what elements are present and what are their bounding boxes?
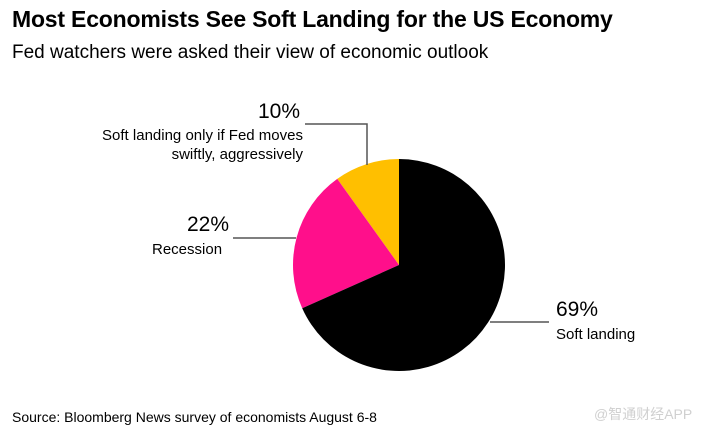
pie-slice-soft-landing — [302, 159, 505, 371]
data-label-swift-pct: 10% — [258, 100, 301, 123]
leader-line-swift — [305, 123, 368, 165]
source-note: Source: Bloomberg News survey of economi… — [12, 409, 377, 425]
data-label-soft-pct: 69% — [556, 298, 599, 321]
data-label-recession: Recession — [152, 241, 223, 258]
watermark: @智通财经APP — [594, 406, 693, 422]
chart-title: Most Economists See Soft Landing for the… — [12, 6, 613, 32]
pie-slice-recession — [292, 178, 399, 309]
data-label-swift: Soft landing only if Fed moves swiftly, … — [102, 126, 303, 164]
data-label-soft: Soft landing — [556, 326, 636, 343]
data-label-recession-pct: 22% — [187, 213, 230, 236]
label-line: swiftly, aggressively — [171, 146, 303, 163]
pie-slice-swift-aggressive — [337, 159, 399, 265]
chart-subtitle: Fed watchers were asked their view of ec… — [12, 42, 489, 63]
label-line: Soft landing only if Fed moves — [102, 127, 303, 144]
